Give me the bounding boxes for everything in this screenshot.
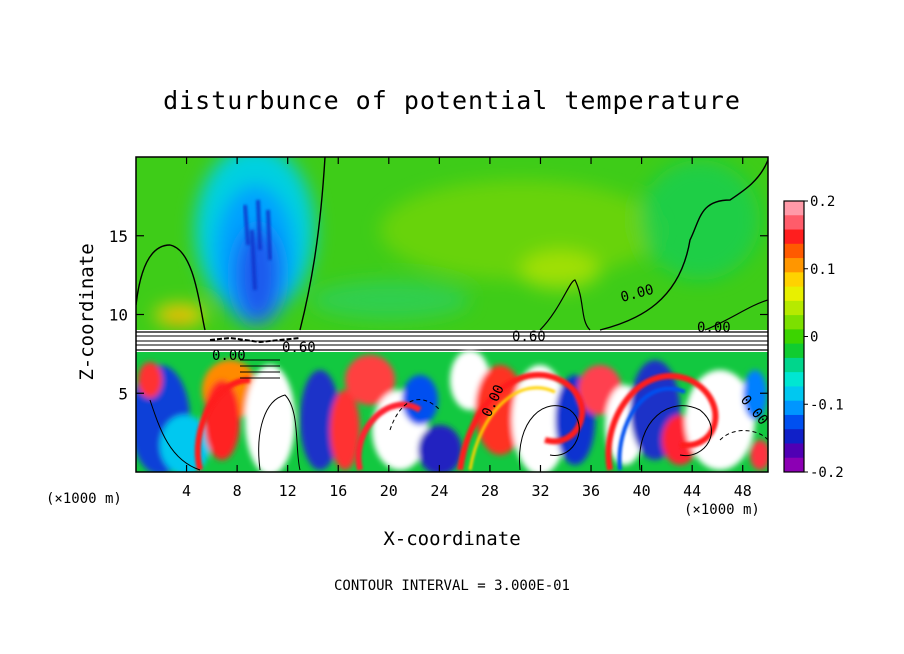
upper-light-green-patch: [380, 180, 660, 280]
x-tick-label: 8: [233, 482, 242, 500]
colorbar-swatch: [784, 386, 804, 402]
colorbar-swatch: [784, 357, 804, 373]
x-tick-label: 24: [430, 482, 448, 500]
contour-label: 0.60: [282, 340, 316, 356]
contour-label: 0.00: [697, 320, 731, 336]
x-unit-label-right: (×1000 m): [684, 502, 760, 518]
colorbar-swatch: [784, 315, 804, 330]
colorbar-swatch: [784, 272, 804, 288]
x-unit-label-left: (×1000 m): [46, 491, 122, 507]
colorbar-tick-label: 0.2: [810, 194, 835, 210]
colorbar-swatch: [784, 414, 804, 430]
colorbar-swatch: [784, 243, 804, 259]
heatmap-field: [136, 157, 768, 472]
y-axis-label: Z-coordinate: [76, 243, 98, 381]
y-tick-label: 5: [118, 384, 128, 403]
colorbar-swatch: [784, 429, 804, 444]
left-orange-spot: [168, 313, 188, 323]
x-tick-label: 20: [380, 482, 398, 500]
x-axis-ticks: 4 8 12 16 20 24 28 32 36 40 44 48: [182, 157, 752, 500]
upper-teal-band: [310, 280, 470, 320]
y-tick-label: 10: [109, 306, 128, 325]
colorbar-swatch: [784, 215, 804, 231]
colorbar-tick-label: -0.2: [810, 465, 844, 481]
colorbar-swatch: [784, 443, 804, 459]
x-tick-label: 48: [734, 482, 752, 500]
x-tick-label: 36: [582, 482, 600, 500]
colorbar-swatch: [784, 300, 804, 316]
upper-teal-right: [640, 160, 760, 280]
colorbar-tick-label: -0.1: [810, 397, 844, 413]
upper-yellow-green-patch: [520, 250, 600, 290]
y-tick-label: 15: [109, 227, 128, 246]
chart-title: disturbunce of potential temperature: [163, 86, 741, 115]
contour-label: 0.00: [212, 348, 246, 364]
x-tick-label: 12: [279, 482, 297, 500]
y-axis-ticks: 5 10 15: [109, 227, 768, 403]
colorbar-swatch: [784, 201, 804, 216]
x-tick-label: 44: [683, 482, 701, 500]
colorbar-tick-label: 0: [810, 330, 818, 346]
colorbar-swatch: [784, 400, 804, 416]
colorbar-swatch: [784, 343, 804, 359]
colorbar-ticks: 0.2 0.1 0 -0.1 -0.2: [804, 194, 844, 481]
colorbar-swatch: [784, 457, 804, 473]
colorbar-swatch: [784, 372, 804, 387]
colorbar-swatch: [784, 258, 804, 273]
contour-interval-note: CONTOUR INTERVAL = 3.000E-01: [333, 578, 570, 594]
colorbar-swatch: [784, 329, 804, 345]
x-tick-label: 32: [531, 482, 549, 500]
x-tick-label: 16: [329, 482, 347, 500]
x-tick-label: 40: [633, 482, 651, 500]
colorbar-swatch: [784, 229, 804, 245]
contour-lines: [136, 157, 768, 471]
colorbar-tick-label: 0.1: [810, 262, 835, 278]
colorbar-swatch: [784, 286, 804, 302]
x-tick-label: 4: [182, 482, 191, 500]
colorbar: [783, 200, 805, 473]
x-axis-label: X-coordinate: [383, 528, 521, 550]
contour-label: 0.60: [512, 329, 546, 345]
x-tick-label: 28: [481, 482, 499, 500]
